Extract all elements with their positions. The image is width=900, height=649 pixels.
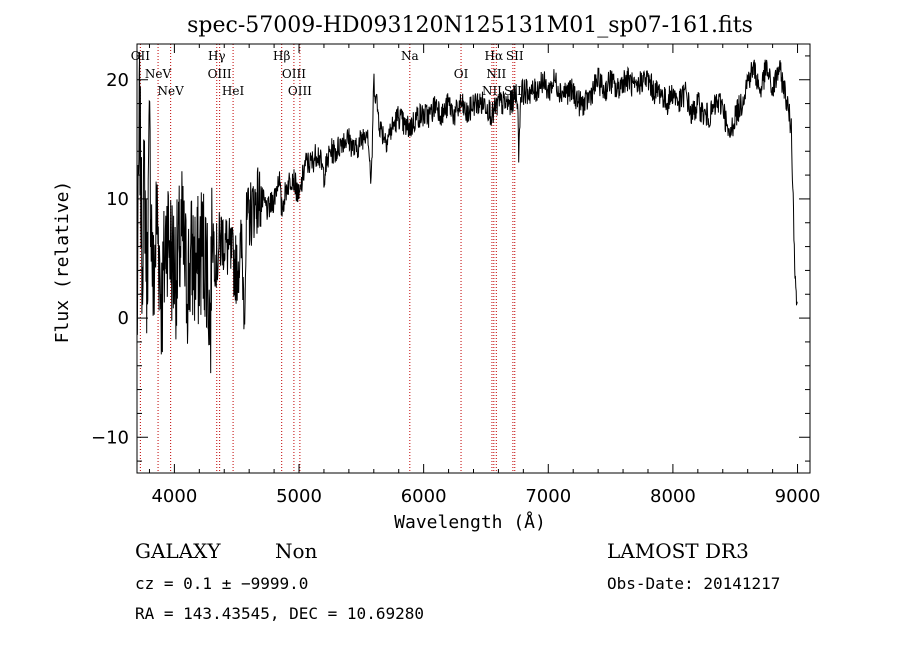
line-marker-label: HeI [222,84,245,98]
x-tick-label: 8000 [650,486,696,507]
x-axis-label: Wavelength (Å) [394,511,546,533]
x-tick-label: 7000 [525,486,571,507]
x-tick-label: 5000 [276,486,322,507]
line-marker-label: Hγ [208,49,226,63]
line-marker-label: OIII [288,84,312,98]
line-marker-label: OI [454,67,469,81]
y-tick-label: −10 [91,427,129,448]
object-subclass: Non [275,539,318,563]
y-tick-label: 10 [106,189,129,210]
y-tick-label: 20 [106,70,129,91]
line-markers [139,44,516,473]
line-marker-label: SII [506,49,524,63]
redshift-readout: cz = 0.1 ± −9999.0 [135,574,308,593]
line-marker-label: NII [482,84,502,98]
y-axis-label: Flux (relative) [52,181,73,344]
x-tick-label: 4000 [151,486,197,507]
y-axis: −10 0 10 20 [91,55,810,462]
line-marker-label: SII [504,84,522,98]
observation-date: Obs-Date: 20141217 [607,574,780,593]
spectrum-line [136,51,798,374]
line-marker-label: NII [486,67,506,81]
line-marker-label: OIII [208,67,232,81]
x-tick-label: 6000 [401,486,447,507]
line-marker-label: NeV [158,84,185,98]
survey-name: LAMOST DR3 [607,539,749,563]
plot-frame [136,43,811,474]
x-tick-label: 9000 [775,486,821,507]
line-marker-label: OIII [282,67,306,81]
line-marker-label: Hβ [273,49,290,63]
line-marker-label: NeV [145,67,172,81]
object-class: GALAXY [135,539,221,563]
line-marker-label: Na [401,49,419,63]
line-marker-labels: OIINeVNeVHγOIIIHeIHβOIIIOIIINaOINIIHαNII… [131,49,524,98]
chart-title: spec-57009-HD093120N125131M01_sp07-161.f… [187,13,753,38]
y-tick-label: 0 [118,308,129,329]
line-marker-label: Hα [485,49,504,63]
x-axis: 4000 5000 6000 7000 8000 9000 [148,44,821,507]
coordinates-readout: RA = 143.43545, DEC = 10.69280 [135,604,424,623]
